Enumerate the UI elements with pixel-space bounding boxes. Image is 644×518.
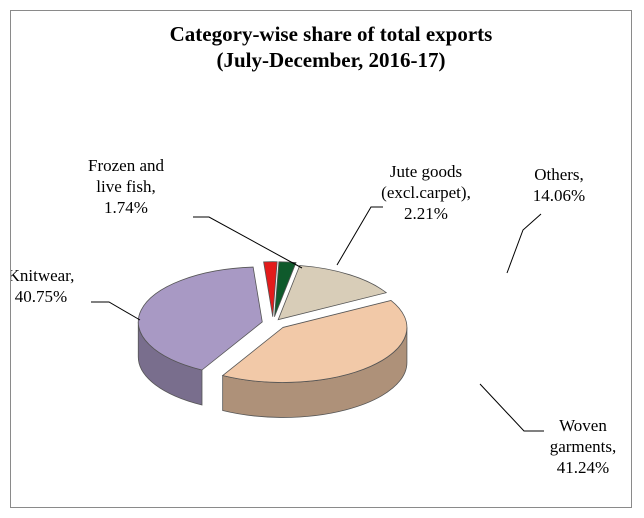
leader-line-frozen-and-live-fish (193, 216, 303, 269)
leader-line-jute-goods-excl-carpet (336, 206, 383, 266)
label-knitwear-line-2: 40.75% (15, 287, 67, 306)
slice-woven-garments (221, 300, 408, 383)
chart-frame: Category-wise share of total exports (Ju… (10, 10, 632, 508)
label-woven-garments-line-1: Woven (559, 416, 607, 435)
pie-chart: Category-wise share of total exports (Ju… (11, 22, 616, 477)
label-frozen-and-live-fish-line-1: Frozen and (88, 156, 165, 175)
label-woven-garments-line-2: garments, (550, 437, 617, 456)
label-jute-goods-excl-carpet-line-2: (excl.carpet), (381, 183, 471, 202)
label-others-line-2: 14.06% (533, 186, 585, 205)
chart-subtitle: (July-December, 2016-17) (216, 48, 445, 72)
leader-line-woven-garments (479, 383, 544, 432)
slice-knitwear (137, 266, 263, 371)
label-jute-goods-excl-carpet-line-3: 2.21% (404, 204, 448, 223)
slice-jute-goods-excl-carpet (274, 261, 297, 317)
label-jute-goods-excl-carpet-line-1: Jute goods (390, 162, 462, 181)
label-frozen-and-live-fish-line-2: live fish, (96, 177, 156, 196)
label-knitwear-line-1: Knitwear, (11, 266, 74, 285)
leader-line-others (506, 213, 542, 274)
chart-title: Category-wise share of total exports (170, 22, 493, 46)
label-frozen-and-live-fish-line-3: 1.74% (104, 198, 148, 217)
slice-others (277, 265, 388, 321)
label-others-line-1: Others, (534, 165, 584, 184)
pie-slices (137, 261, 408, 418)
leader-line-knitwear (91, 301, 141, 321)
label-woven-garments-line-3: 41.24% (557, 458, 609, 477)
slice-frozen-and-live-fish (263, 261, 278, 317)
pie-labels: Others, 14.06% Woven garments, 41.24% Knitwea… (11, 156, 616, 477)
